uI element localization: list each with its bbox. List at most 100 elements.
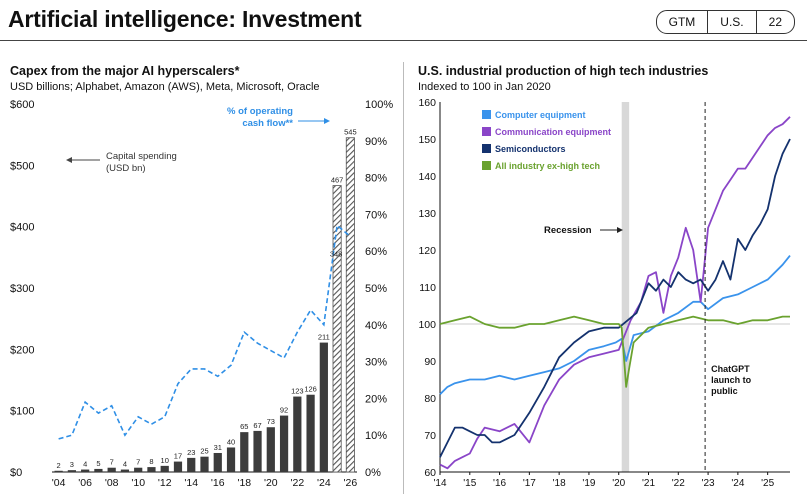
bar-value-label: 545	[344, 128, 357, 137]
capex-bar	[67, 470, 77, 472]
bar-value-label: 17	[174, 452, 182, 461]
y-tick-label: 100	[418, 319, 436, 331]
y-tick-label: 80	[424, 393, 436, 405]
y-tick-label: 120	[418, 245, 436, 257]
bar-value-label: 467	[331, 176, 344, 185]
capex-bar	[81, 469, 90, 472]
y-tick-label: 160	[418, 97, 436, 109]
bar-extra-label: 348	[330, 250, 343, 259]
bar-value-label: 4	[123, 460, 127, 469]
right-y-tick-label: 0%	[365, 467, 381, 479]
ocf-annotation: cash flow**	[242, 118, 293, 129]
legend-label-communication: Communication equipment	[495, 127, 611, 137]
ocf-arrow-head	[324, 118, 330, 124]
capex-bar	[266, 427, 275, 472]
bar-value-label: 92	[280, 406, 288, 415]
x-tick-label: '20	[264, 477, 278, 489]
ocf-annotation: % of operating	[227, 106, 293, 117]
capex-annotation: (USD bn)	[106, 163, 146, 174]
capex-annotation: Capital spending	[106, 151, 177, 162]
legend-swatch-communication	[482, 127, 491, 136]
left-chart-title: Capex from the major AI hyperscalers*	[10, 64, 240, 78]
right-y-tick-label: 100%	[365, 99, 393, 111]
right-y-tick-label: 10%	[365, 430, 387, 442]
chatgpt-annotation: ChatGPT	[711, 364, 750, 374]
x-tick-label: '23	[702, 478, 715, 489]
bar-value-label: 211	[318, 333, 330, 342]
y-tick-label: 140	[418, 171, 436, 183]
x-tick-label: '16	[211, 477, 225, 489]
x-tick-label: '24	[731, 478, 744, 489]
x-tick-label: '12	[158, 477, 172, 489]
bar-value-label: 7	[136, 458, 140, 467]
chatgpt-annotation: public	[711, 386, 738, 396]
y-tick-label: 130	[418, 208, 436, 220]
capex-bar	[213, 452, 222, 472]
capex-bar	[279, 415, 289, 472]
chatgpt-annotation: launch to	[711, 375, 752, 385]
capex-bar	[240, 432, 249, 472]
page-title: Artificial intelligence: Investment	[8, 6, 362, 32]
capex-bar	[120, 469, 130, 472]
badge-gtm: GTM	[668, 15, 696, 29]
legend-label-semiconductors: Semiconductors	[495, 144, 566, 154]
right-y-tick-label: 70%	[365, 209, 387, 221]
recession-annotation: Recession	[544, 225, 592, 236]
y-tick-label: 60	[424, 467, 436, 479]
left-chart-subtitle: USD billions; Alphabet, Amazon (AWS), Me…	[10, 81, 320, 93]
right-y-tick-label: 60%	[365, 246, 387, 258]
y-tick-label: 110	[419, 282, 436, 294]
bar-value-label: 25	[200, 447, 208, 456]
bar-value-label: 4	[83, 460, 87, 469]
right-y-tick-label: 90%	[365, 136, 387, 148]
legend-label-computer: Computer equipment	[495, 110, 586, 120]
x-tick-label: '20	[612, 478, 625, 489]
legend-swatch-computer	[482, 110, 491, 119]
right-y-tick-label: 20%	[365, 393, 387, 405]
left-y-tick-label: $200	[10, 344, 34, 356]
bar-value-label: 7	[110, 458, 114, 467]
right-y-tick-label: 30%	[365, 357, 387, 369]
x-tick-label: '04	[52, 477, 66, 489]
legend-swatch-semiconductors	[482, 144, 491, 153]
capex-bar	[94, 468, 103, 472]
series-line-semiconductors	[439, 138, 791, 458]
bar-value-label: 10	[161, 456, 169, 465]
capex-bar	[173, 461, 183, 472]
bar-value-label: 65	[240, 422, 248, 431]
capex-bar	[187, 457, 196, 472]
legend-label-allindustry: All industry ex-high tech	[495, 161, 600, 171]
bar-value-label: 123	[291, 387, 304, 396]
x-tick-label: '22	[290, 477, 304, 489]
y-tick-label: 70	[424, 430, 436, 442]
x-tick-label: '19	[582, 478, 595, 489]
right-y-tick-label: 40%	[365, 320, 387, 332]
capex-bar	[107, 467, 116, 472]
series-line-allindustry	[439, 315, 790, 388]
capex-forecast-bar	[332, 185, 342, 473]
capex-bar	[200, 456, 209, 472]
badge-region: U.S.	[707, 11, 755, 33]
x-tick-label: '06	[78, 477, 92, 489]
y-tick-label: 150	[418, 134, 436, 146]
x-tick-label: '21	[642, 478, 655, 489]
left-y-tick-label: $500	[10, 160, 34, 172]
x-tick-label: '22	[672, 478, 685, 489]
right-chart-subtitle: Indexed to 100 in Jan 2020	[418, 81, 551, 93]
x-tick-label: '18	[553, 478, 566, 489]
left-y-tick-label: $100	[10, 406, 34, 418]
recession-band	[621, 102, 630, 472]
series-line-communication	[439, 116, 791, 470]
capex-bar	[319, 342, 328, 472]
left-y-tick-label: $0	[10, 467, 22, 479]
bar-value-label: 2	[57, 461, 61, 470]
badge-page-number: 22	[755, 11, 794, 33]
x-tick-label: '08	[105, 477, 119, 489]
x-tick-label: '17	[523, 478, 536, 489]
right-chart-title: U.S. industrial production of high tech …	[418, 64, 709, 78]
panel-divider	[403, 62, 404, 494]
bar-value-label: 5	[96, 459, 100, 468]
capex-arrow-head	[66, 157, 72, 163]
left-y-tick-label: $600	[10, 99, 34, 111]
